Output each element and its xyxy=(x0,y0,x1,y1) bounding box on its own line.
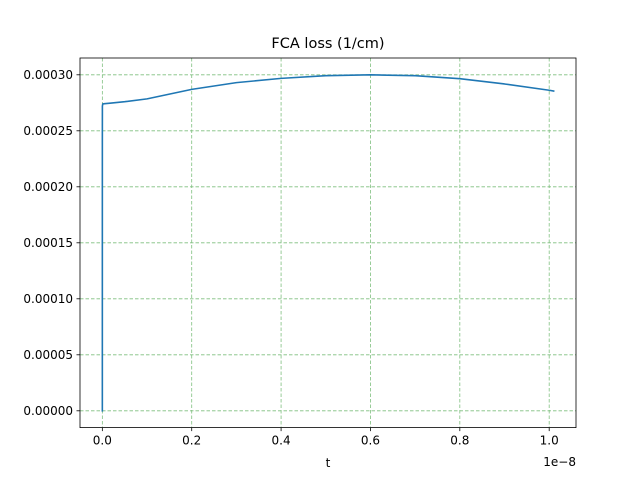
x-tick-label: 1.0 xyxy=(540,434,559,448)
y-tick-label: 0.00005 xyxy=(23,348,73,362)
chart-title: FCA loss (1/cm) xyxy=(271,36,384,52)
y-tick-label: 0.00025 xyxy=(23,124,73,138)
x-axis-offset-label: 1e−8 xyxy=(543,455,576,469)
x-tick-label: 0.0 xyxy=(93,434,112,448)
plot-lines xyxy=(101,74,555,412)
grid xyxy=(80,58,576,428)
y-tick-label: 0.00030 xyxy=(23,68,73,82)
x-tick-label: 0.4 xyxy=(272,434,291,448)
x-tick-label: 0.8 xyxy=(450,434,469,448)
x-axis-ticks: 0.0 0.2 0.4 0.6 0.8 1.0 xyxy=(93,427,559,448)
x-axis-label: t xyxy=(326,456,331,470)
y-axis-ticks: 0.00000 0.00005 0.00010 0.00015 0.00020 0.000… xyxy=(23,68,80,418)
x-tick-label: 0.6 xyxy=(361,434,380,448)
y-tick-label: 0.00010 xyxy=(23,292,73,306)
y-tick-label: 0.00020 xyxy=(23,180,73,194)
series-line xyxy=(101,74,555,412)
x-tick-label: 0.2 xyxy=(182,434,201,448)
y-tick-label: 0.00015 xyxy=(23,236,73,250)
y-tick-label: 0.00000 xyxy=(23,404,73,418)
